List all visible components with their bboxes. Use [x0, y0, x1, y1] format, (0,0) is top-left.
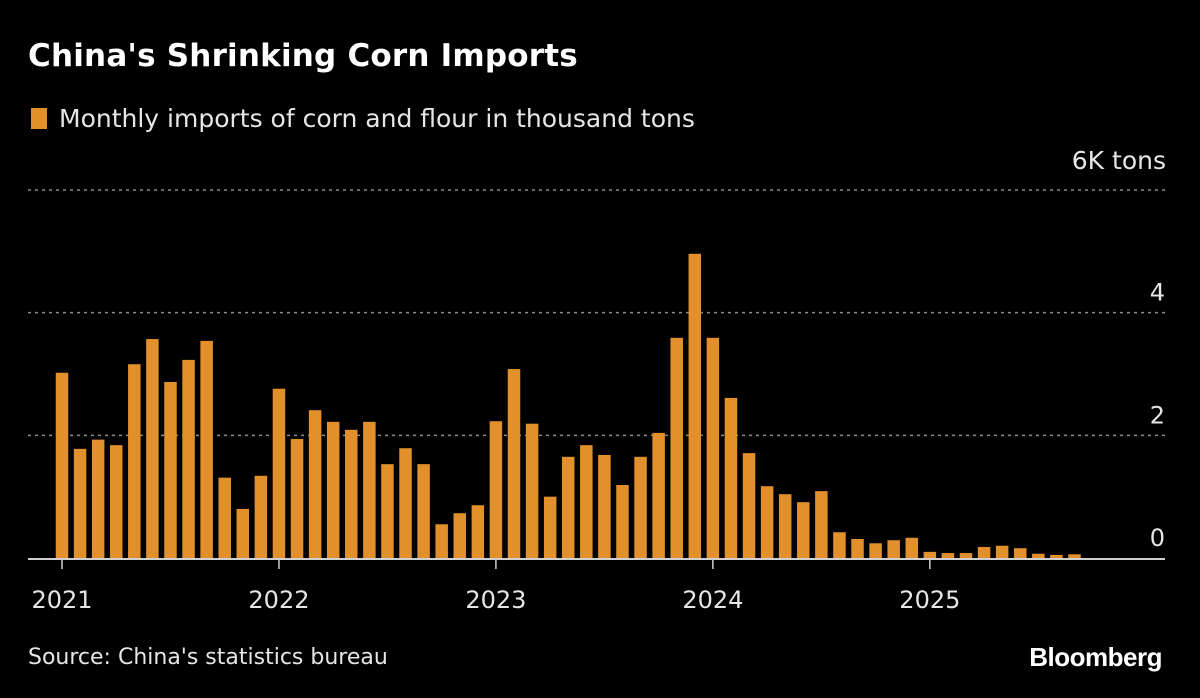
bar-2022-06 [363, 421, 376, 558]
bar-2025-02 [941, 553, 955, 558]
bar-2022-09 [417, 464, 430, 558]
bar-2023-01 [489, 421, 503, 558]
bar-2025-07 [1032, 553, 1045, 558]
bar-2023-10 [652, 432, 665, 558]
bars [55, 253, 1081, 559]
legend-label: Monthly imports of corn and flour in tho… [59, 104, 695, 133]
bar-2023-05 [561, 456, 575, 558]
bar-2022-04 [326, 421, 340, 558]
bar-2022-05 [345, 429, 358, 558]
bar-2021-03 [91, 439, 105, 558]
bar-2021-01 [55, 372, 69, 558]
bar-2022-10 [435, 524, 448, 558]
bar-2024-06 [797, 502, 810, 558]
y-axis: 4 2 0 [1150, 279, 1165, 552]
bar-2023-07 [598, 454, 611, 558]
bar-2024-12 [905, 537, 919, 558]
bar-2025-08 [1050, 554, 1063, 558]
bar-2022-11 [453, 513, 467, 558]
bar-2023-03 [525, 423, 539, 558]
bar-2024-08 [833, 532, 846, 558]
bar-2022-12 [471, 505, 485, 558]
bar-2023-08 [616, 485, 629, 558]
bar-2021-05 [128, 364, 141, 558]
y-tick-label: 0 [1150, 524, 1165, 552]
bar-2023-12 [688, 253, 702, 559]
bar-2021-11 [236, 508, 250, 558]
bar-2024-01 [706, 337, 720, 558]
bar-2025-06 [1013, 548, 1027, 558]
gridlines [28, 189, 1165, 437]
bar-2024-04 [760, 486, 774, 558]
x-tick-label: 2022 [248, 586, 309, 614]
bar-2024-11 [887, 540, 900, 558]
bar-2021-08 [182, 359, 195, 558]
bar-2024-09 [851, 538, 864, 558]
bar-2025-04 [977, 546, 991, 558]
y-tick-label: 2 [1150, 401, 1165, 429]
bar-2021-04 [109, 445, 123, 558]
bar-2023-11 [670, 337, 683, 558]
bar-2023-02 [507, 369, 521, 558]
bar-2022-07 [381, 464, 394, 558]
bar-2021-07 [164, 381, 177, 558]
bar-2024-02 [724, 397, 738, 558]
legend: Monthly imports of corn and flour in tho… [31, 104, 695, 133]
bar-2021-06 [146, 339, 159, 558]
bar-2025-09 [1068, 554, 1081, 558]
chart-title: China's Shrinking Corn Imports [28, 38, 578, 74]
source-note: Source: China's statistics bureau [28, 645, 388, 670]
bar-2021-10 [218, 477, 231, 558]
bar-2023-06 [580, 445, 593, 558]
bar-2024-10 [869, 543, 882, 558]
bar-2022-03 [308, 410, 322, 558]
y-axis-unit-label: 6K tons [1071, 146, 1166, 175]
bar-2022-01 [272, 388, 286, 558]
x-tick-label: 2025 [899, 586, 960, 614]
bloomberg-logo: Bloomberg [1029, 642, 1162, 672]
x-axis: 2021 2022 2023 2024 2025 [28, 558, 1165, 614]
bar-2023-09 [634, 456, 647, 558]
bar-2024-05 [778, 494, 792, 558]
bar-2025-01 [923, 551, 937, 558]
bar-2021-02 [73, 448, 87, 558]
x-tick-label: 2023 [465, 586, 526, 614]
bar-2024-07 [815, 491, 828, 558]
legend-swatch [31, 108, 47, 129]
x-tick-label: 2021 [31, 586, 92, 614]
x-tick-label: 2024 [682, 586, 743, 614]
y-tick-label: 4 [1150, 279, 1165, 307]
bar-2025-05 [995, 545, 1009, 558]
bar-2022-08 [399, 448, 412, 558]
bar-2021-09 [200, 340, 213, 558]
bar-2025-03 [959, 553, 973, 558]
bar-2024-03 [742, 453, 756, 558]
bar-2023-04 [543, 496, 557, 558]
bar-2021-12 [254, 475, 268, 558]
bar-2022-02 [290, 439, 304, 558]
